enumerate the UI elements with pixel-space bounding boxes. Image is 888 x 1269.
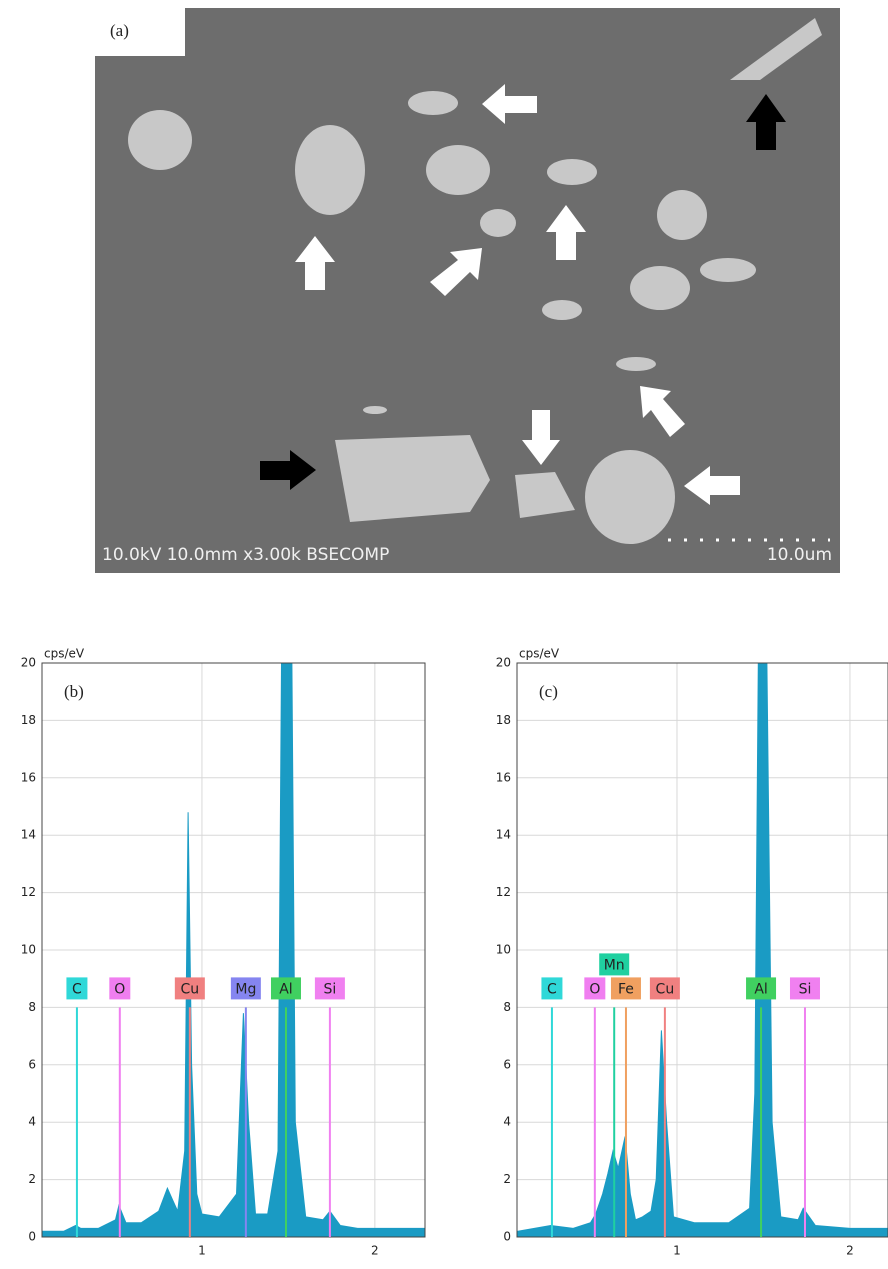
y-tick-label: 6 <box>503 1057 511 1071</box>
element-label-box <box>584 977 606 1000</box>
element-label: Cu <box>656 981 675 997</box>
element-label: Al <box>754 981 767 997</box>
black-arrows <box>260 94 786 490</box>
element-label-box <box>541 977 563 1000</box>
element-label-box <box>66 977 88 1000</box>
y-tick-label: 2 <box>503 1172 511 1186</box>
y-tick-label: 20 <box>496 656 511 670</box>
plot-frame <box>516 662 888 1238</box>
arrows <box>295 84 740 505</box>
panel-label-box <box>529 671 609 711</box>
y-tick-label: 6 <box>28 1057 36 1071</box>
x-tick-label: 2 <box>846 1244 854 1258</box>
x-tick-label: 1 <box>198 1244 206 1258</box>
y-tick-label: 20 <box>21 656 36 670</box>
element-label-box <box>610 977 641 1000</box>
y-tick-label: 8 <box>28 1000 36 1014</box>
panel-label-box <box>95 8 185 56</box>
y-tick-label: 12 <box>496 885 511 899</box>
y-unit: cps/eV <box>44 647 85 661</box>
x-tick-label: 2 <box>371 1244 379 1258</box>
panel-label: (a) <box>110 21 129 40</box>
y-tick-label: 18 <box>21 713 36 727</box>
element-label-box <box>314 977 345 1000</box>
particles <box>128 18 822 544</box>
y-tick-label: 16 <box>21 770 36 784</box>
y-tick-label: 18 <box>496 713 511 727</box>
element-label-box <box>789 977 820 1000</box>
y-tick-label: 0 <box>503 1230 511 1244</box>
y-tick-label: 10 <box>21 943 36 957</box>
element-label: O <box>589 981 600 997</box>
element-label-box <box>174 977 205 1000</box>
sem-image: (a) 10.0kV 10.0mm x3.00k BSECOMP 10.0um <box>95 8 840 573</box>
panel-label: (b) <box>64 682 84 701</box>
x-tick-label: 1 <box>673 1244 681 1258</box>
y-unit: cps/eV <box>519 647 560 661</box>
element-label: O <box>114 981 125 997</box>
element-label: C <box>547 981 557 997</box>
element-label: Al <box>279 981 292 997</box>
y-tick-label: 2 <box>28 1172 36 1186</box>
element-label-box <box>649 977 680 1000</box>
spectrum-area <box>517 662 888 1238</box>
panel-label-box <box>54 671 134 711</box>
element-label: Mg <box>235 981 256 997</box>
element-label: Mn <box>604 957 625 973</box>
spectrum-area <box>42 662 426 1238</box>
scale-label: 10.0um <box>767 545 832 565</box>
panel-label: (c) <box>539 682 558 701</box>
element-label-box <box>599 953 630 976</box>
sem-caption: 10.0kV 10.0mm x3.00k BSECOMP <box>102 545 389 565</box>
y-tick-label: 4 <box>503 1115 511 1129</box>
element-label-box <box>109 977 131 1000</box>
y-tick-label: 16 <box>496 770 511 784</box>
y-tick-label: 8 <box>503 1000 511 1014</box>
element-label-box <box>230 977 261 1000</box>
element-label: Cu <box>181 981 200 997</box>
element-label: Si <box>799 981 812 997</box>
y-tick-label: 4 <box>28 1115 36 1129</box>
y-tick-label: 14 <box>21 828 36 842</box>
y-tick-label: 12 <box>21 885 36 899</box>
element-label: C <box>72 981 82 997</box>
y-tick-label: 0 <box>28 1230 36 1244</box>
element-label: Fe <box>618 981 634 997</box>
y-tick-label: 10 <box>496 943 511 957</box>
element-label-box <box>270 977 301 1000</box>
element-label: Si <box>324 981 337 997</box>
element-label-box <box>746 977 777 1000</box>
plot-frame <box>41 662 426 1238</box>
y-tick-label: 14 <box>496 828 511 842</box>
